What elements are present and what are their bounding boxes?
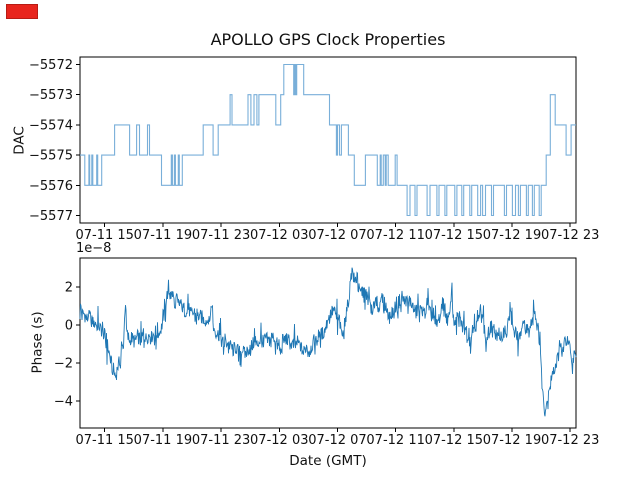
y-tick-label: −5573 [29,88,73,103]
x-tick-label: 07-12 23 [541,228,599,243]
phase-noise-line [79,267,577,417]
y-tick-label: −4 [54,395,73,410]
y-tick-label: −5577 [29,209,73,224]
x-tick-label: 07-12 15 [425,433,483,448]
y-tick-label: −5575 [29,149,73,164]
dac-step-line [80,63,576,217]
x-tick-label: 07-11 15 [76,433,134,448]
y-tick-label: 0 [65,319,73,334]
y-tick-label: −5576 [29,179,73,194]
x-tick-label: 07-11 23 [192,433,250,448]
y-tick-label: −5574 [29,118,73,133]
x-tick-label: 07-12 03 [250,433,308,448]
x-tick-label: 07-12 11 [366,433,424,448]
x-tick-label: 07-12 19 [483,228,541,243]
axes-spines [79,257,577,429]
axes-spines [79,56,577,224]
x-tick-label: 07-11 23 [192,228,250,243]
x-tick-label: 07-12 07 [308,228,366,243]
y-tick-label: 2 [65,281,73,296]
x-tick-label: 07-12 07 [308,433,366,448]
offset-exponent-text: 1e−8 [76,241,112,256]
x-tick-label: 07-11 19 [134,228,192,243]
date-axis-label: Date (GMT) [289,453,367,469]
x-tick-label: 07-12 19 [483,433,541,448]
x-tick-label: 07-11 15 [76,228,134,243]
x-tick-label: 07-12 03 [250,228,308,243]
x-tick-label: 07-11 19 [134,433,192,448]
y-tick-label: −2 [54,357,73,372]
x-tick-label: 07-12 15 [425,228,483,243]
x-tick-label: 07-12 11 [366,228,424,243]
y-tick-label: −5572 [29,58,73,73]
capture-artifact [6,4,38,19]
x-tick-label: 07-12 23 [541,433,599,448]
figure-title: APOLLO GPS Clock Properties [210,30,446,49]
